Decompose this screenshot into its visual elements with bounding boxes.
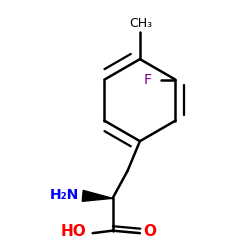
Polygon shape <box>82 190 112 201</box>
Text: O: O <box>144 224 157 240</box>
Text: CH₃: CH₃ <box>130 17 153 30</box>
Text: HO: HO <box>61 224 86 240</box>
Text: H₂N: H₂N <box>50 188 79 202</box>
Text: F: F <box>144 73 152 87</box>
